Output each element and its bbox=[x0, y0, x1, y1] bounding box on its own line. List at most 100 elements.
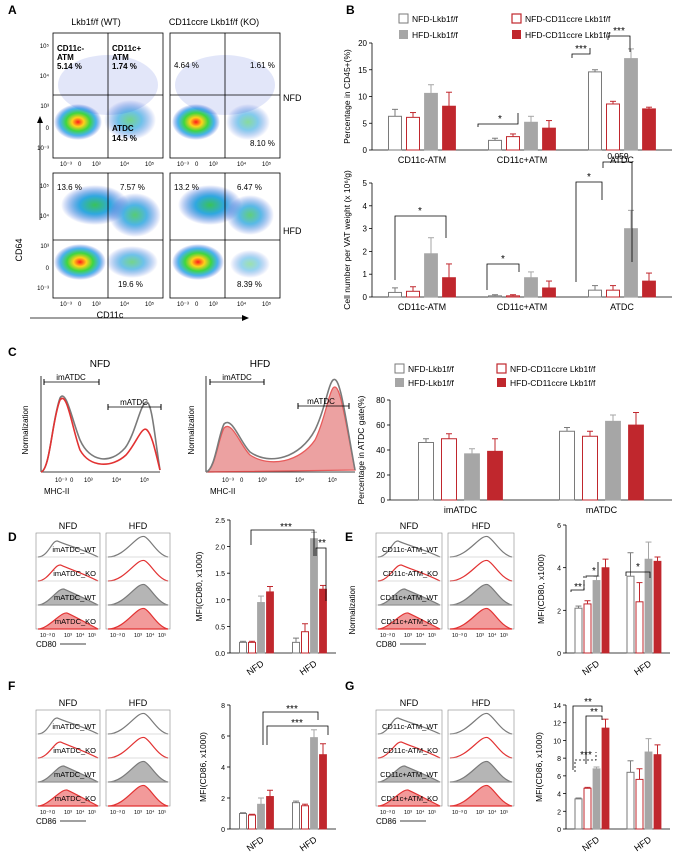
c-tick: 10⁵ bbox=[328, 477, 338, 484]
a-ytick: 10⁻³ bbox=[37, 146, 49, 152]
sig-label: * bbox=[418, 206, 422, 217]
a-ytick: 10⁵ bbox=[40, 43, 50, 50]
x-tick-label: 10⁻³ bbox=[452, 633, 463, 639]
bar bbox=[442, 277, 456, 298]
legend-item: HFD-CD11ccre Lkb1f/f bbox=[510, 378, 596, 388]
column-title: HFD bbox=[472, 698, 491, 708]
category-label: NFD bbox=[580, 834, 601, 853]
sig-d bbox=[250, 529, 327, 601]
gate-atm-2: ATM bbox=[112, 53, 129, 62]
y-tick-label: 2 bbox=[557, 809, 561, 816]
a-ytick: 0 bbox=[46, 266, 50, 272]
a-xtick: 10³ bbox=[209, 302, 218, 308]
chart-b-cell-number: 0 1 2 3 4 5 CD11c-ATM CD11c+ATM ATDC Cell number … bbox=[342, 170, 672, 312]
bar bbox=[583, 603, 592, 654]
bar bbox=[248, 814, 256, 830]
sig-label: ** bbox=[590, 707, 598, 718]
histogram-row-label: CD11c-ATM_WT bbox=[382, 545, 438, 554]
bar bbox=[319, 754, 327, 830]
histogram-row-label: CD11c-ATM_WT bbox=[382, 722, 438, 731]
bar bbox=[642, 108, 656, 151]
category-label: mATDC bbox=[586, 505, 618, 515]
sig-label: *** bbox=[280, 522, 292, 533]
x-tick-label: 10³ bbox=[64, 810, 72, 816]
panel-label-a: A bbox=[8, 3, 17, 17]
x-tick-label: 10³ bbox=[476, 633, 484, 639]
hfd-ko-q-ul: 13.2 % bbox=[174, 183, 199, 192]
bar bbox=[292, 641, 300, 654]
bar bbox=[592, 768, 601, 830]
bar bbox=[487, 450, 503, 501]
sig-label: * bbox=[587, 172, 591, 183]
y-tick-label: 0 bbox=[221, 827, 225, 834]
bar bbox=[574, 798, 583, 830]
a-tick-labels: 10⁵ 10⁴ 10³ 0 10⁻³ 10⁵ 10⁴ 10³ 0 10⁻³ 10… bbox=[37, 43, 272, 308]
nfd-ko-q-ur: 1.61 % bbox=[250, 61, 275, 70]
x-tick-label: 10⁴ bbox=[146, 632, 155, 639]
column-title: HFD bbox=[472, 521, 491, 531]
x-tick-label: 0 bbox=[122, 810, 125, 816]
bar bbox=[301, 805, 309, 830]
c-tick: 10⁴ bbox=[112, 477, 122, 484]
y-axis-label: MFI(CD86, x1000) bbox=[198, 732, 208, 802]
y-tick-label: 10 bbox=[358, 93, 367, 102]
x-tick-label: 10⁵ bbox=[88, 632, 96, 639]
col-label-ko: CD11ccre Lkb1f/f (KO) bbox=[169, 17, 259, 27]
y-tick-label: 2.5 bbox=[215, 518, 225, 525]
a-xtick: 10³ bbox=[209, 162, 218, 168]
x-tick-label: 10⁴ bbox=[416, 632, 425, 639]
histogram-row-label: CD11c+ATM_KO bbox=[381, 794, 438, 803]
c-y-label: Normalization bbox=[187, 406, 196, 455]
c-x-label: MHC-II bbox=[44, 487, 69, 496]
histogram-stack-e: NFD CD11c-ATM_WT CD11c-ATM_KO CD11c+ATM_WT C… bbox=[375, 521, 515, 649]
col-label-wt: Lkb1f/f (WT) bbox=[71, 17, 121, 27]
a-ytick: 10⁻³ bbox=[37, 286, 49, 292]
x-tick-label: 10⁵ bbox=[428, 809, 436, 816]
histogram-row-label: mATDC_KO bbox=[55, 794, 96, 803]
histogram-row-label: CD11c+ATM_KO bbox=[381, 617, 438, 626]
histogram-trace bbox=[37, 564, 99, 582]
a-y-axis-label: CD64 bbox=[14, 238, 24, 261]
histogram-trace bbox=[37, 765, 99, 783]
bar bbox=[257, 602, 265, 654]
bar bbox=[635, 601, 644, 654]
sig-e bbox=[570, 562, 651, 592]
a-x-axis-label: CD11c bbox=[97, 310, 124, 320]
x-tick-label: 0 bbox=[122, 633, 125, 639]
a-xtick: 10⁴ bbox=[237, 161, 247, 168]
bar bbox=[266, 591, 274, 654]
histogram-trace bbox=[377, 717, 441, 735]
a-x-arrowhead bbox=[242, 315, 249, 321]
y-tick-label: 20 bbox=[376, 471, 385, 480]
panel-label-e: E bbox=[345, 530, 353, 544]
y-tick-label: 8 bbox=[557, 756, 561, 763]
a-xtick: 10⁵ bbox=[262, 301, 272, 308]
a-xtick: 0 bbox=[195, 162, 199, 168]
sig-label: *** bbox=[286, 704, 298, 715]
sig-b-top bbox=[477, 35, 631, 127]
y-tick-label: 4 bbox=[221, 765, 225, 772]
sig-label: 0.059 bbox=[607, 151, 629, 161]
bar bbox=[488, 295, 502, 298]
legend-b: NFD-Lkb1f/f HFD-Lkb1f/f NFD-CD11ccre Lkb… bbox=[398, 13, 611, 40]
legend-item: NFD-CD11ccre Lkb1f/f bbox=[510, 364, 596, 374]
x-tick-label: 10⁴ bbox=[488, 632, 497, 639]
chart-d-mfi: 0.0 0.5 1.0 1.5 2.0 2.5 NFD HFD MFI(CD80, x1000) bbox=[194, 518, 336, 677]
bar bbox=[319, 588, 327, 654]
histogram-trace bbox=[449, 535, 513, 558]
histogram-trace bbox=[107, 535, 169, 558]
y-tick-label: 2 bbox=[557, 608, 561, 615]
category-label: HFD bbox=[298, 658, 319, 677]
gate-cd11c-pos: CD11c+ bbox=[112, 44, 141, 53]
a-xtick: 10⁴ bbox=[120, 301, 130, 308]
sig-label: * bbox=[636, 562, 640, 573]
bar bbox=[424, 92, 438, 151]
x-tick-label: 0 bbox=[392, 810, 395, 816]
y-tick-label: 4 bbox=[557, 792, 561, 799]
histogram-trace bbox=[37, 612, 99, 630]
bar bbox=[524, 277, 538, 298]
histogram-trace bbox=[377, 765, 441, 783]
sig-label: * bbox=[498, 114, 502, 125]
x-axis-label: CD80 bbox=[36, 640, 57, 649]
